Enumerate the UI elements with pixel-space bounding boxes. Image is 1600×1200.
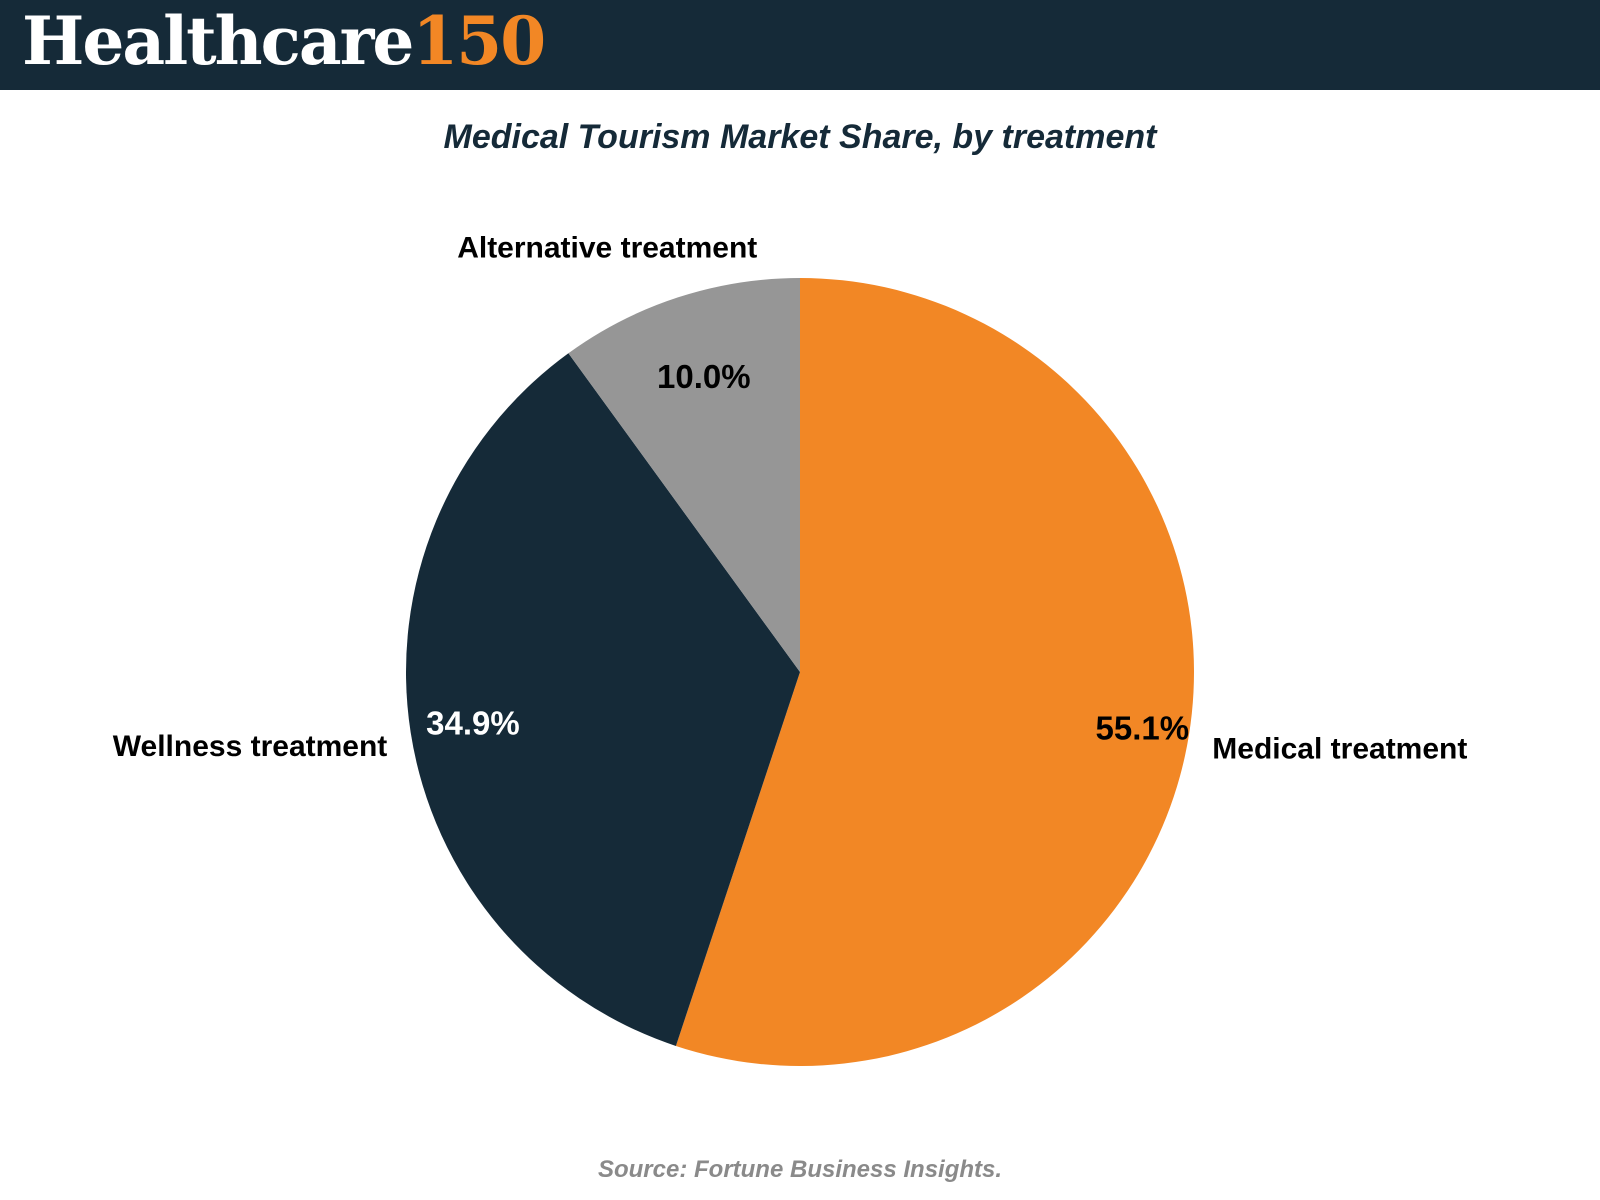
category-label-medical-treatment: Medical treatment xyxy=(1212,733,1467,766)
data-label-medical-treatment: 55.1% xyxy=(1095,709,1189,746)
brand-logo-number: 150 xyxy=(412,2,546,80)
brand-logo: Healthcare150 xyxy=(22,0,546,86)
chart-title: Medical Tourism Market Share, by treatme… xyxy=(443,118,1157,156)
category-label-alternative-treatment: Alternative treatment xyxy=(457,232,757,265)
pie-slice-alternative-treatment xyxy=(568,278,800,672)
data-label-wellness-treatment: 34.9% xyxy=(426,705,520,742)
pie-slice-medical-treatment xyxy=(675,278,1195,1066)
pie-slice-wellness-treatment xyxy=(405,353,800,1046)
category-label-wellness-treatment: Wellness treatment xyxy=(113,730,388,763)
data-label-alternative-treatment: 10.0% xyxy=(657,358,751,395)
brand-logo-word: Healthcare xyxy=(22,2,414,80)
brand-header: Healthcare150 xyxy=(0,0,1600,90)
chart-source: Source: Fortune Business Insights. xyxy=(597,1156,1003,1183)
